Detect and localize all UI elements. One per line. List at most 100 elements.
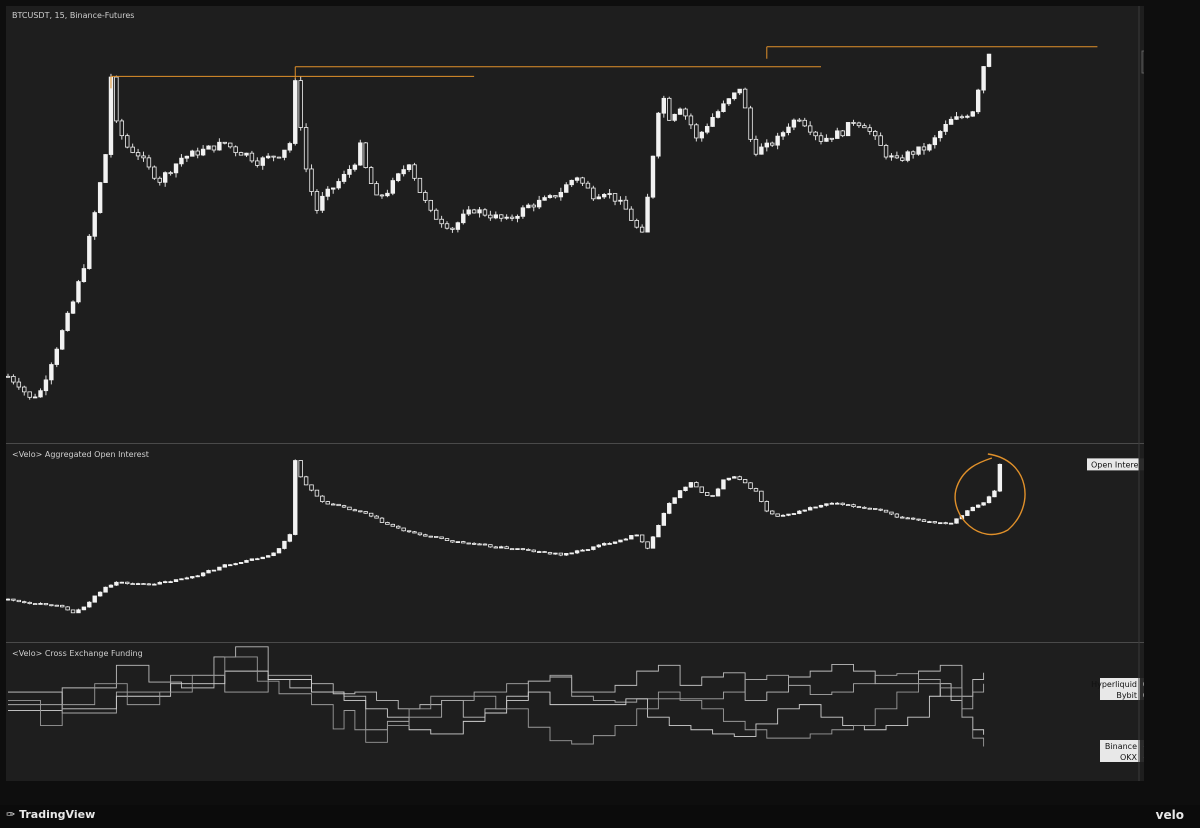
price-candle: [407, 165, 411, 170]
price-candle: [22, 387, 26, 392]
price-candle: [754, 139, 758, 154]
oi-candle: [17, 600, 21, 601]
price-candle: [890, 156, 894, 157]
oi-candle: [125, 582, 129, 583]
price-candle: [472, 210, 476, 213]
price-candle: [738, 89, 742, 93]
price-candle: [510, 217, 514, 218]
price-candle: [727, 99, 731, 104]
oi-candle: [787, 514, 791, 515]
price-candle: [445, 224, 449, 228]
oi-candle: [516, 549, 520, 550]
price-candle: [109, 77, 113, 154]
oi-candle: [906, 518, 910, 519]
oi-candle: [792, 514, 796, 515]
price-candle: [987, 54, 991, 66]
chart-area[interactable]: 73,600.073,200.072,800.072,400.072,000.0…: [6, 6, 1144, 781]
funding-pane[interactable]: 0.010.005-0.005Hyperliquid0.0073Bybit0.0…: [8, 646, 1144, 781]
price-candle: [917, 147, 921, 154]
price-candle: [651, 156, 655, 197]
oi-candle: [613, 542, 617, 544]
oi-candle: [196, 576, 200, 577]
oi-candle: [142, 584, 146, 585]
price-candle: [380, 195, 384, 196]
funding-line-okx: [8, 657, 984, 747]
price-candle: [516, 216, 520, 218]
oi-candle: [153, 584, 157, 585]
price-candle: [499, 215, 503, 218]
oi-candle: [342, 506, 346, 507]
price-candle: [82, 269, 86, 282]
oi-candle: [353, 510, 357, 511]
price-candle: [760, 147, 764, 154]
oi-candle: [890, 512, 894, 514]
price-candle: [483, 210, 487, 215]
price-candle: [716, 112, 720, 118]
tradingview-logo[interactable]: ✑ TradingView: [6, 808, 95, 821]
oi-candle: [461, 542, 465, 543]
price-candle: [396, 174, 400, 181]
oi-candle: [55, 605, 59, 606]
price-candle: [440, 219, 444, 223]
price-candle: [228, 143, 232, 147]
price-candle: [949, 119, 953, 124]
price-candle: [873, 131, 877, 135]
price-candle: [413, 165, 417, 179]
oi-candle: [700, 487, 704, 493]
funding-series-name: Binance: [1105, 742, 1137, 751]
price-candle: [635, 220, 639, 227]
oi-candle: [180, 579, 184, 580]
oi-candle: [39, 603, 43, 604]
price-candle: [261, 158, 265, 166]
price-candle: [863, 126, 867, 128]
funding-series-name: Bybit: [1116, 691, 1137, 700]
oi-candle: [207, 570, 211, 572]
oi-candle: [234, 564, 238, 565]
oi-candle: [857, 507, 861, 508]
oi-candle: [770, 511, 774, 514]
oi-candle: [250, 559, 254, 561]
oi-candle: [673, 498, 677, 504]
price-candle: [153, 167, 157, 178]
price-candle: [50, 365, 54, 380]
price-candle: [494, 215, 498, 218]
price-candle: [424, 193, 428, 201]
price-candle: [792, 120, 796, 127]
oi-candle: [695, 483, 699, 487]
oi-candle: [586, 550, 590, 551]
price-candle: [196, 151, 200, 155]
price-candle: [33, 397, 37, 398]
price-candle: [597, 197, 601, 199]
chart-svg[interactable]: 73,600.073,200.072,800.072,400.072,000.0…: [6, 6, 1144, 781]
oi-candle: [966, 511, 970, 516]
price-candle: [256, 161, 260, 165]
price-candle: [266, 156, 270, 158]
oi-candle: [982, 503, 986, 505]
price-candle: [901, 158, 905, 161]
price-candle: [960, 117, 964, 118]
oi-candle: [348, 507, 352, 510]
price-candle: [922, 147, 926, 150]
price-candle: [147, 158, 151, 167]
oi-candle: [933, 522, 937, 523]
price-candle: [120, 121, 124, 136]
oi-candle: [873, 508, 877, 509]
oi-candle: [678, 491, 682, 498]
price-candle: [60, 331, 64, 350]
price-pane[interactable]: 73,600.073,200.072,800.072,400.072,000.0…: [6, 9, 1144, 443]
price-candle: [933, 138, 937, 145]
price-candle: [6, 376, 10, 377]
open-interest-pane[interactable]: 208K204K200K196K192KOpen Interest212.749…: [6, 454, 1144, 643]
oi-candle: [380, 518, 384, 522]
price-candle: [586, 183, 590, 188]
price-candle: [982, 67, 986, 91]
oi-candle: [288, 535, 292, 542]
price-candle: [624, 200, 628, 209]
oi-candle: [169, 582, 173, 583]
oi-candle: [646, 542, 650, 548]
oi-candle: [608, 543, 612, 544]
price-candle: [77, 282, 81, 302]
price-candle: [321, 196, 325, 210]
price-candle: [906, 152, 910, 161]
oi-candle: [98, 592, 102, 596]
